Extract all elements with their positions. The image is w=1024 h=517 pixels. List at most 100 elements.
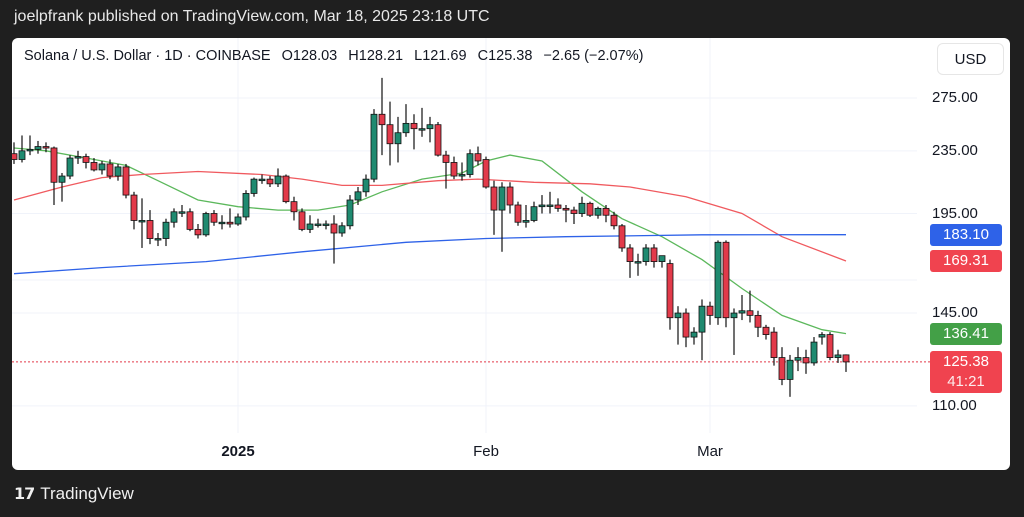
- candle-up: [250, 178, 258, 194]
- candle-down: [290, 201, 298, 213]
- x-axis-label: Mar: [697, 443, 723, 460]
- candle-up: [114, 166, 122, 177]
- x-axis-label: 2025: [221, 443, 255, 460]
- candle-down: [442, 154, 450, 163]
- candle-up: [738, 310, 746, 314]
- candle-down: [330, 223, 338, 234]
- candle-down: [266, 178, 274, 185]
- y-axis-label: 235.00: [932, 141, 978, 159]
- candle-down: [514, 204, 522, 223]
- candle-down: [722, 241, 730, 319]
- candle-down: [610, 214, 618, 227]
- symbol-legend: Solana / U.S. Dollar · 1D · COINBASE O12…: [24, 48, 650, 64]
- candle-up: [642, 247, 650, 262]
- ohlc-close: C125.38: [477, 48, 533, 64]
- candle-down: [42, 146, 50, 149]
- tradingview-brand[interactable]: 𝟭𝟳 TradingView: [14, 484, 134, 504]
- candle-down: [554, 204, 562, 209]
- candle-up: [154, 238, 162, 241]
- candle-up: [218, 221, 226, 225]
- candle-up: [674, 312, 682, 319]
- candle-down: [682, 312, 690, 338]
- candle-up: [698, 305, 706, 333]
- moving-average-slow: [13, 234, 847, 275]
- candle-up: [834, 354, 842, 358]
- y-axis-label: 110.00: [932, 396, 977, 414]
- candle-down: [826, 334, 834, 358]
- candle-down: [746, 310, 754, 316]
- price-chart[interactable]: [12, 38, 1010, 470]
- candle-down: [226, 221, 234, 225]
- candle-up: [346, 199, 354, 227]
- moving-average-fast: [13, 147, 847, 335]
- candle-up: [322, 223, 330, 226]
- candle-up: [634, 261, 642, 264]
- last-price-value: 125.38: [943, 352, 989, 370]
- currency-button[interactable]: USD: [937, 43, 1004, 75]
- tradingview-logo-icon: 𝟭𝟳: [14, 486, 35, 503]
- candle-up: [274, 175, 282, 185]
- candle-up: [170, 211, 178, 223]
- ohlc-high: H128.21: [348, 48, 404, 64]
- candle-down: [562, 207, 570, 211]
- candle-up: [730, 312, 738, 319]
- candle-up: [546, 204, 554, 207]
- candle-up: [362, 178, 370, 193]
- candle-down: [186, 211, 194, 230]
- candle-up: [242, 193, 250, 218]
- chart-panel[interactable]: Solana / U.S. Dollar · 1D · COINBASE O12…: [12, 38, 1010, 470]
- candle-down: [602, 207, 610, 216]
- candle-down: [82, 156, 90, 163]
- candle-up: [138, 220, 146, 223]
- candle-up: [594, 207, 602, 216]
- candle-down: [650, 247, 658, 262]
- candle-up: [74, 156, 82, 159]
- brand-name: TradingView: [40, 484, 134, 503]
- candle-up: [202, 213, 210, 236]
- candle-down: [298, 211, 306, 230]
- candle-down: [386, 124, 394, 145]
- candle-up: [690, 331, 698, 338]
- candle-down: [474, 153, 482, 162]
- candle-down: [762, 326, 770, 335]
- candle-up: [178, 211, 186, 214]
- candle-down: [506, 186, 514, 206]
- candle-up: [810, 341, 818, 364]
- symbol-name[interactable]: Solana / U.S. Dollar · 1D · COINBASE: [24, 48, 271, 64]
- candle-up: [418, 128, 426, 131]
- candle-down: [210, 213, 218, 223]
- candle-up: [538, 204, 546, 208]
- candle-up: [58, 175, 66, 183]
- candle-up: [354, 191, 362, 201]
- price-badge: 136.41: [930, 322, 1002, 345]
- candle-up: [338, 225, 346, 234]
- candle-up: [98, 163, 106, 171]
- candle-up: [498, 186, 506, 211]
- candle-down: [842, 354, 850, 363]
- candle-down: [282, 175, 290, 203]
- candle-down: [450, 162, 458, 177]
- publish-info: joelpfrank published on TradingView.com,…: [14, 8, 490, 25]
- candle-up: [394, 132, 402, 145]
- candle-up: [714, 241, 722, 319]
- candle-down: [146, 220, 154, 239]
- ohlc-low: L121.69: [414, 48, 467, 64]
- candle-up: [818, 334, 826, 338]
- candle-down: [754, 314, 762, 328]
- candle-up: [578, 202, 586, 214]
- x-axis-label: Feb: [473, 443, 499, 460]
- candle-up: [66, 157, 74, 177]
- candle-up: [258, 178, 266, 182]
- candle-up: [18, 150, 26, 160]
- candle-down: [706, 305, 714, 316]
- candle-down: [130, 194, 138, 221]
- last-price-badge: 125.38 41:21: [930, 350, 1002, 393]
- candle-up: [658, 255, 666, 262]
- candle-down: [778, 357, 786, 380]
- candle-up: [530, 206, 538, 221]
- candle-up: [786, 359, 794, 380]
- candle-down: [770, 331, 778, 358]
- moving-average-mid: [13, 170, 847, 262]
- candle-up: [306, 223, 314, 230]
- candle-down: [618, 225, 626, 249]
